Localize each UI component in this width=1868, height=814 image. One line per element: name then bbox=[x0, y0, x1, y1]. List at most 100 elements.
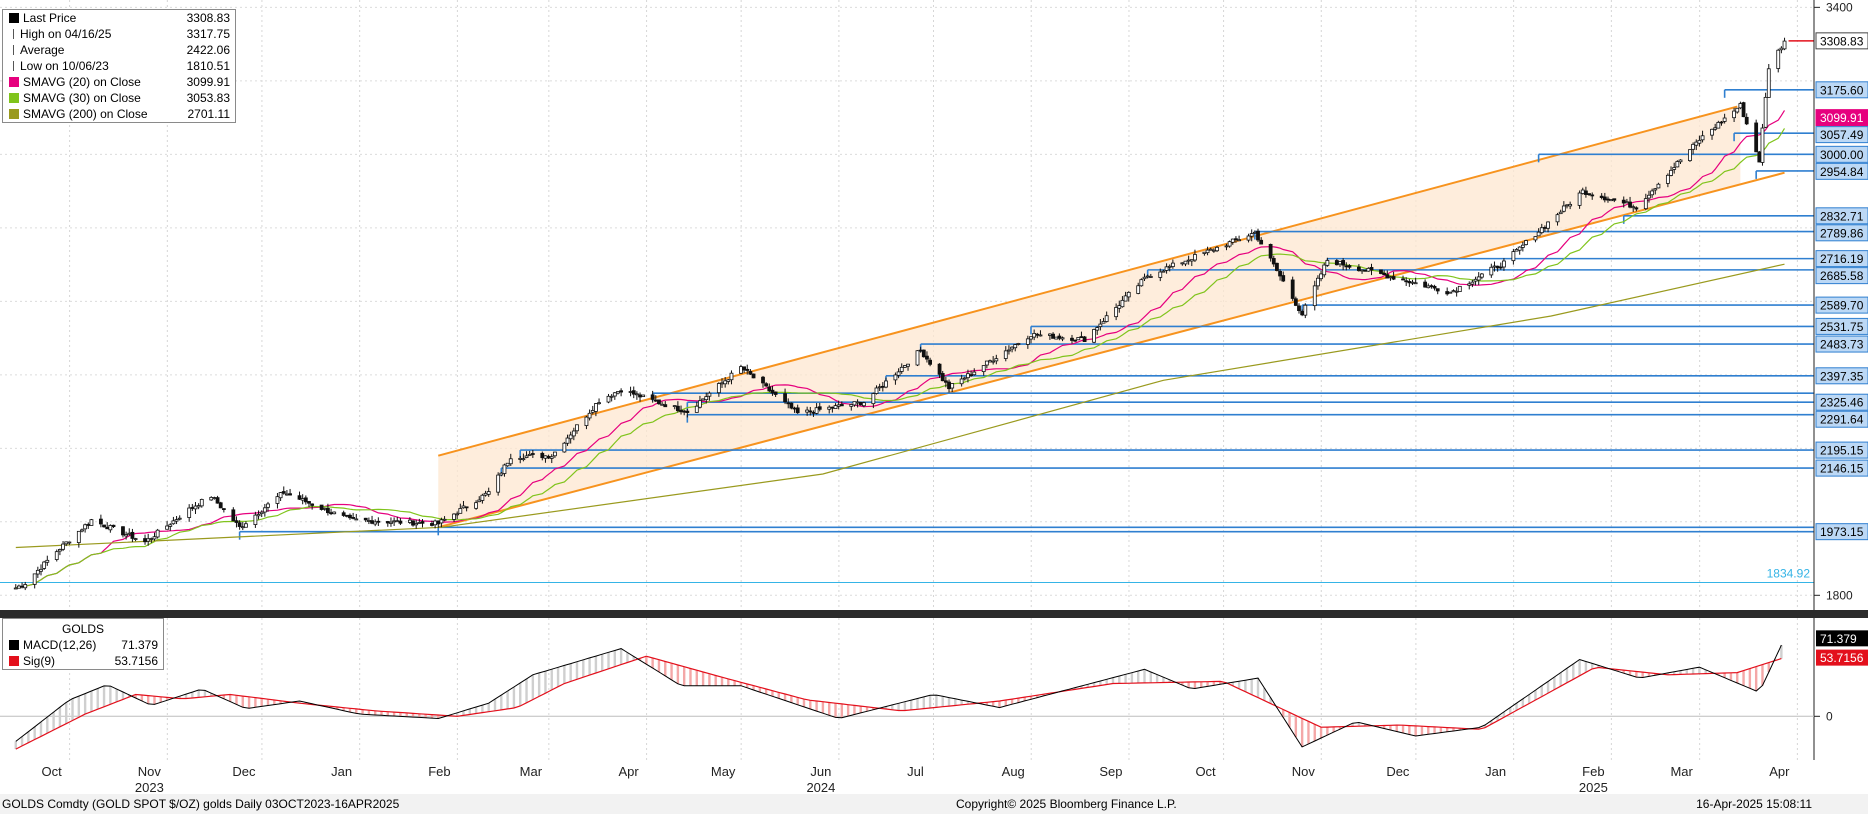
price-bar bbox=[130, 531, 135, 539]
price-tag-box bbox=[1815, 145, 1868, 163]
price-bar bbox=[1404, 280, 1409, 283]
legend-row: Average 2422.06 bbox=[3, 42, 235, 58]
price-bar bbox=[1145, 275, 1150, 278]
price-bar bbox=[1492, 265, 1497, 268]
price-bar bbox=[67, 541, 72, 544]
price-bar bbox=[1334, 260, 1339, 266]
price-bar bbox=[45, 559, 50, 563]
price-bar bbox=[1060, 337, 1065, 340]
price-bar bbox=[628, 391, 633, 393]
price-bar bbox=[1454, 290, 1459, 293]
footer-copyright: Copyright© 2025 Bloomberg Finance L.P. bbox=[956, 797, 1177, 811]
price-bar bbox=[1230, 238, 1235, 243]
price-bar bbox=[1732, 110, 1736, 119]
price-bar bbox=[376, 520, 381, 523]
price-bar bbox=[458, 508, 463, 514]
legend-value: 3308.83 bbox=[186, 11, 230, 25]
price-bar bbox=[1193, 254, 1197, 261]
price-bar bbox=[80, 529, 84, 532]
price-bar bbox=[726, 379, 731, 382]
price-bar bbox=[1473, 278, 1478, 282]
price-bar bbox=[1356, 266, 1361, 272]
price-bar bbox=[155, 529, 160, 538]
price-bar bbox=[962, 377, 967, 380]
price-tag-label: 2483.73 bbox=[1820, 338, 1864, 352]
price-bar bbox=[836, 404, 841, 407]
price-bar bbox=[1249, 233, 1254, 237]
price-bar bbox=[1338, 261, 1342, 265]
price-bar bbox=[1401, 278, 1405, 281]
price-bar bbox=[1435, 288, 1440, 292]
price-bar bbox=[212, 497, 217, 499]
price-bar bbox=[880, 385, 885, 388]
price-bar bbox=[171, 520, 176, 525]
price-bar bbox=[1763, 96, 1768, 128]
macd-legend: GOLDS MACD(12,26) 71.379 Sig(9) 53.7156 bbox=[2, 618, 164, 670]
legend-swatch bbox=[9, 13, 19, 23]
price-bar bbox=[1609, 199, 1614, 202]
month-label: Feb bbox=[1582, 764, 1604, 779]
price-bar bbox=[1650, 190, 1655, 196]
price-bar bbox=[281, 491, 286, 494]
price-bar bbox=[1186, 259, 1191, 262]
price-bar bbox=[310, 503, 315, 506]
footer-timestamp: 16-Apr-2025 15:08:11 bbox=[1696, 797, 1812, 811]
price-bar bbox=[593, 403, 598, 412]
price-bar bbox=[575, 424, 579, 432]
price-bar bbox=[1139, 279, 1144, 287]
price-bar bbox=[1445, 291, 1450, 295]
legend-swatch bbox=[13, 61, 20, 71]
price-bar bbox=[105, 526, 110, 530]
channel-upper-line bbox=[437, 105, 1738, 457]
month-label: Apr bbox=[1769, 764, 1790, 779]
price-bar bbox=[1322, 264, 1327, 276]
price-bar bbox=[527, 453, 532, 456]
price-bar bbox=[855, 401, 860, 404]
price-bar bbox=[1565, 204, 1569, 207]
price-bar bbox=[1013, 344, 1018, 349]
price-tag-label: 2195.15 bbox=[1820, 444, 1864, 458]
price-bar bbox=[884, 380, 888, 388]
price-bar bbox=[1070, 337, 1074, 341]
price-bar bbox=[395, 520, 400, 523]
month-label: May bbox=[711, 764, 736, 779]
price-bar bbox=[285, 493, 289, 496]
price-bar bbox=[1669, 169, 1673, 176]
price-bar bbox=[1590, 194, 1595, 197]
legend-row: SMAVG (20) on Close 3099.91 bbox=[3, 74, 235, 90]
month-label: Jan bbox=[1485, 764, 1506, 779]
month-label: Jul bbox=[907, 764, 924, 779]
price-bar bbox=[1363, 269, 1368, 272]
price-bar bbox=[193, 505, 198, 510]
price-bar bbox=[915, 350, 920, 366]
price-bar bbox=[518, 457, 523, 460]
price-axis: 1800 3400 bbox=[1813, 0, 1853, 760]
price-bar bbox=[925, 355, 929, 360]
price-bar bbox=[496, 474, 501, 493]
price-bar bbox=[1678, 159, 1683, 163]
panel-separator bbox=[0, 610, 1868, 618]
price-bar bbox=[1520, 244, 1525, 248]
price-bar bbox=[344, 514, 349, 517]
price-bar bbox=[89, 519, 94, 526]
price-bar bbox=[1312, 285, 1317, 307]
price-bar bbox=[1142, 276, 1147, 280]
price-bar bbox=[751, 373, 756, 379]
price-bar bbox=[701, 398, 705, 401]
price-bar bbox=[187, 507, 192, 518]
price-bar bbox=[1766, 68, 1771, 98]
price-bar bbox=[1584, 190, 1588, 195]
signal-line bbox=[15, 655, 1782, 750]
price-tag-label: 2291.64 bbox=[1820, 413, 1864, 427]
moving-averages bbox=[15, 40, 1814, 589]
price-bar bbox=[1101, 321, 1106, 324]
price-bar bbox=[1744, 116, 1749, 125]
price-bar bbox=[1082, 336, 1087, 342]
price-bar bbox=[612, 392, 617, 397]
footer-bar bbox=[0, 794, 1868, 814]
price-bar bbox=[1208, 248, 1213, 251]
macd-panel-title: GOLDS bbox=[61, 622, 104, 636]
price-bar bbox=[553, 451, 557, 457]
price-bar bbox=[1653, 188, 1658, 191]
price-bar bbox=[370, 520, 374, 524]
